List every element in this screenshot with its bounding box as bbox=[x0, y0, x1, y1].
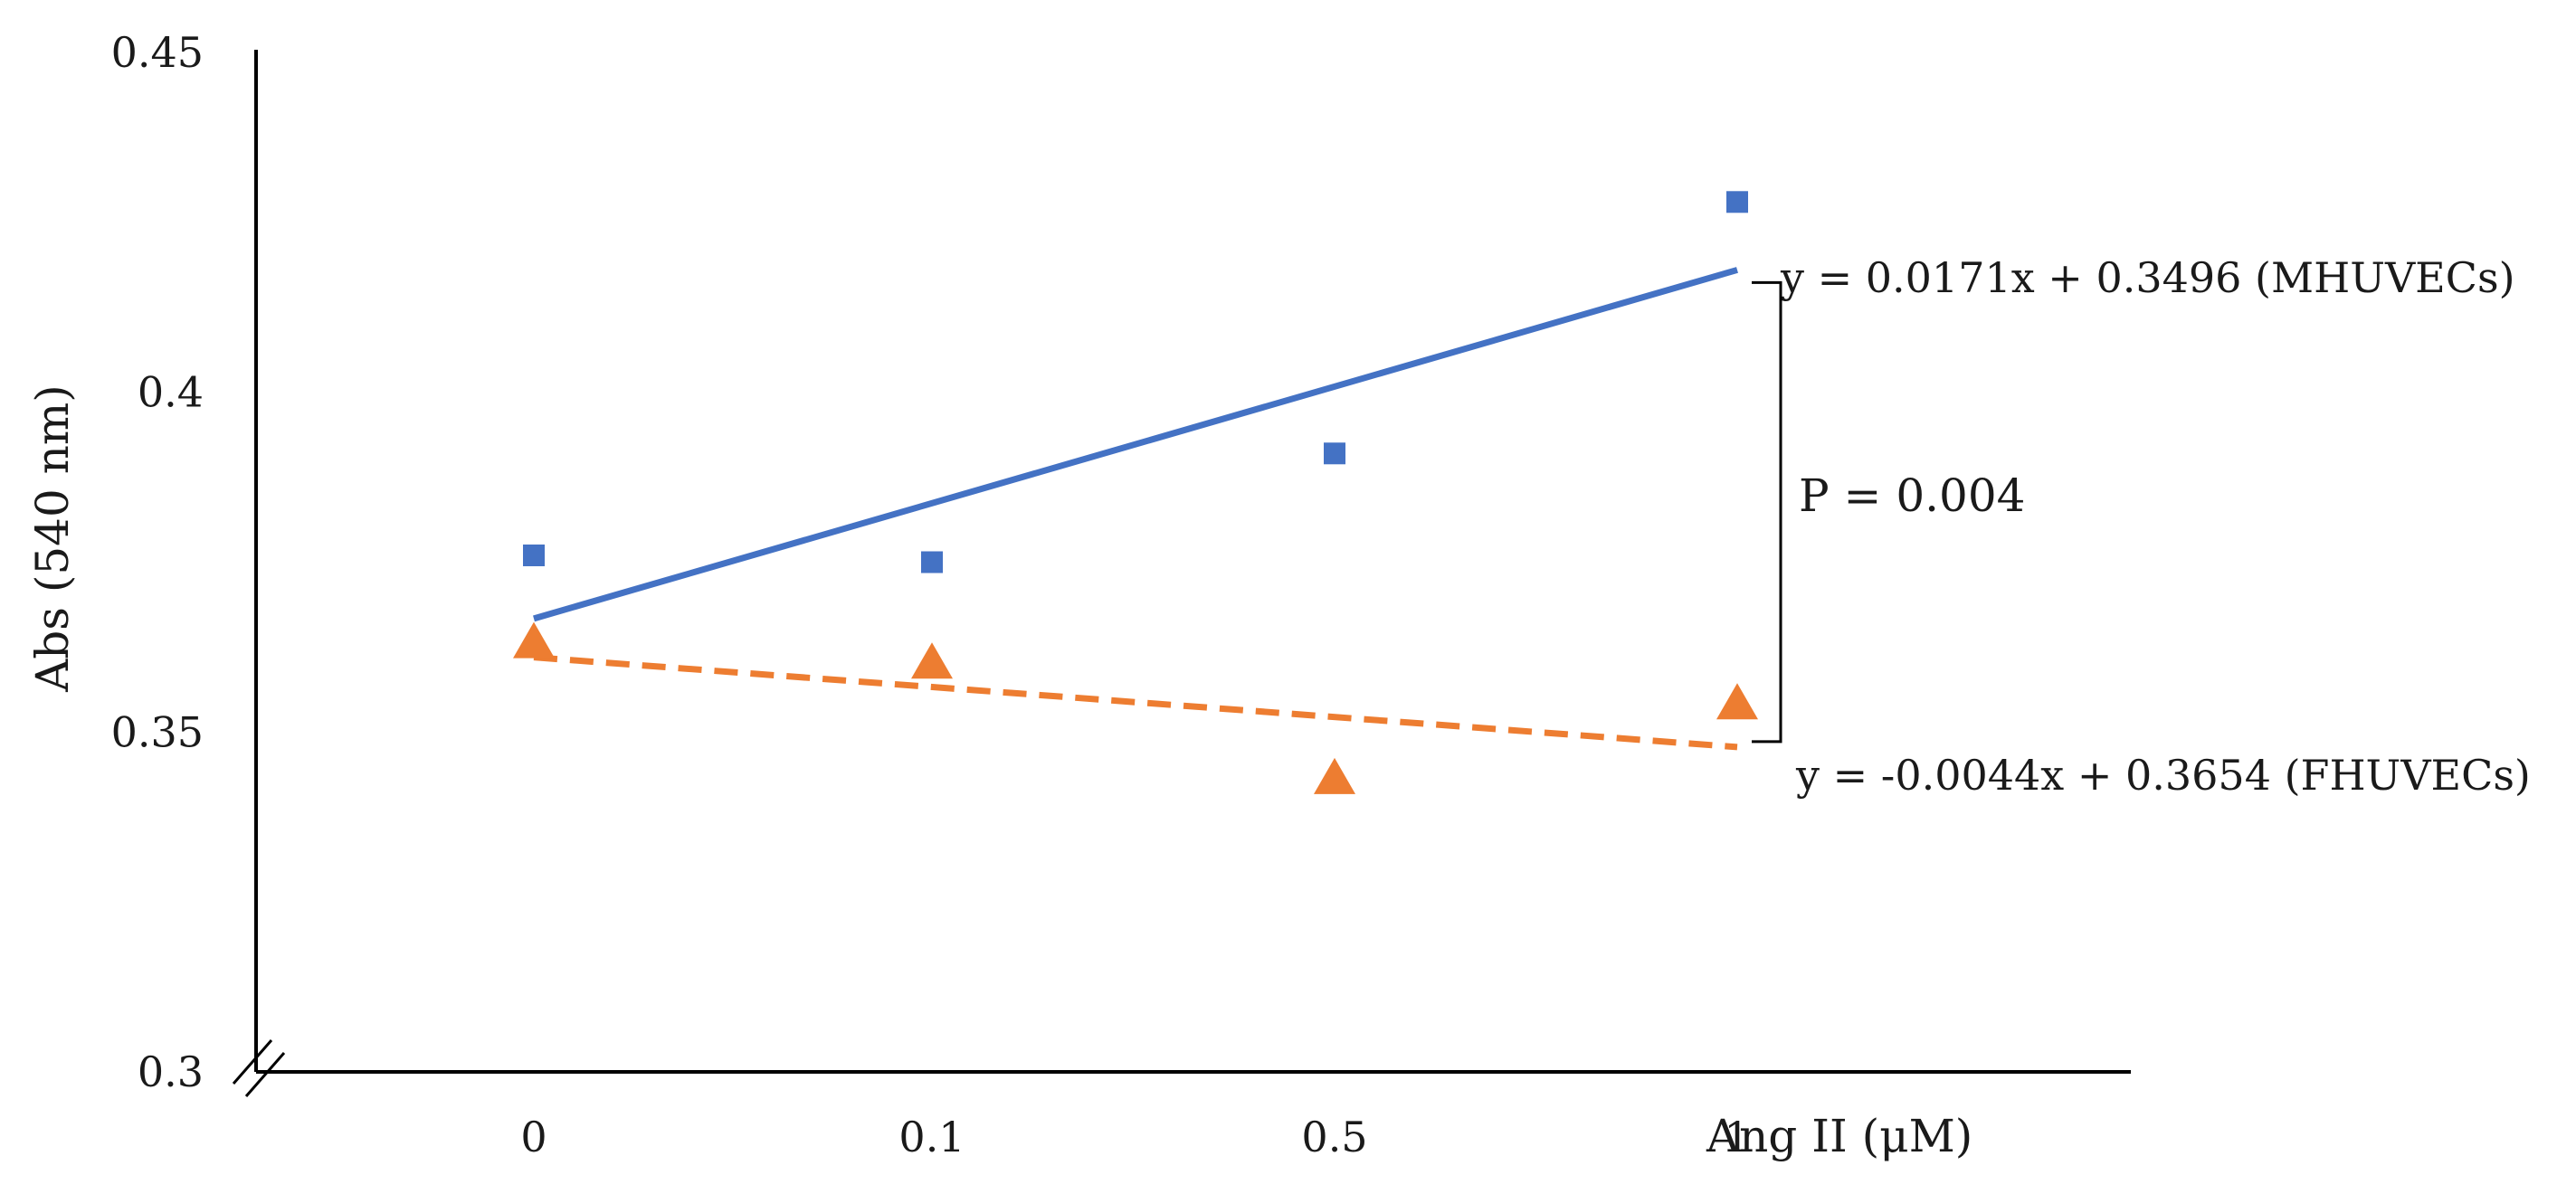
x-axis-title: Ang II (μM) bbox=[1706, 1110, 1972, 1162]
data-point-mhuvecs bbox=[523, 544, 545, 566]
trendline-fhuvecs bbox=[533, 654, 1738, 751]
x-tick-label: 0.1 bbox=[898, 1113, 965, 1161]
data-point-fhuvecs bbox=[1716, 683, 1758, 720]
data-point-mhuvecs bbox=[1324, 442, 1345, 465]
x-tick-label: 0 bbox=[520, 1113, 547, 1161]
y-tick-label: 0.35 bbox=[111, 707, 204, 756]
equation-label-mhuvecs: y = 0.0171x + 0.3496 (MHUVECs) bbox=[1780, 253, 2515, 302]
annotations-group: y = 0.0171x + 0.3496 (MHUVECs) y = -0.00… bbox=[26, 253, 2531, 1162]
data-point-mhuvecs bbox=[921, 551, 943, 573]
data-point-mhuvecs bbox=[1726, 191, 1748, 213]
y-axis-title: Abs (540 nm) bbox=[26, 384, 79, 693]
axis-break-mark bbox=[244, 1052, 286, 1097]
p-value-label: P = 0.004 bbox=[1799, 469, 2025, 522]
y-tick-label: 0.3 bbox=[138, 1047, 204, 1096]
trendlines-group bbox=[533, 267, 1738, 751]
y-tick-label: 0.45 bbox=[111, 28, 204, 77]
x-tick-label: 1 bbox=[1724, 1113, 1750, 1161]
equation-label-fhuvecs: y = -0.0044x + 0.3654 (FHUVECs) bbox=[1795, 751, 2531, 800]
axes-group bbox=[232, 50, 2131, 1097]
axis-break-mark bbox=[232, 1039, 273, 1085]
data-point-fhuvecs bbox=[911, 642, 953, 679]
trendline-mhuvecs bbox=[533, 267, 1738, 622]
significance-bracket bbox=[1752, 280, 1782, 744]
data-point-fhuvecs bbox=[513, 621, 555, 659]
tick-labels-group: 0.3 0.35 0.4 0.45 0 0.1 0.5 1 bbox=[111, 28, 1751, 1161]
data-marks-group bbox=[513, 191, 1758, 794]
x-tick-label: 0.5 bbox=[1301, 1113, 1367, 1161]
y-tick-label: 0.4 bbox=[138, 368, 204, 417]
data-point-fhuvecs bbox=[1314, 757, 1355, 794]
